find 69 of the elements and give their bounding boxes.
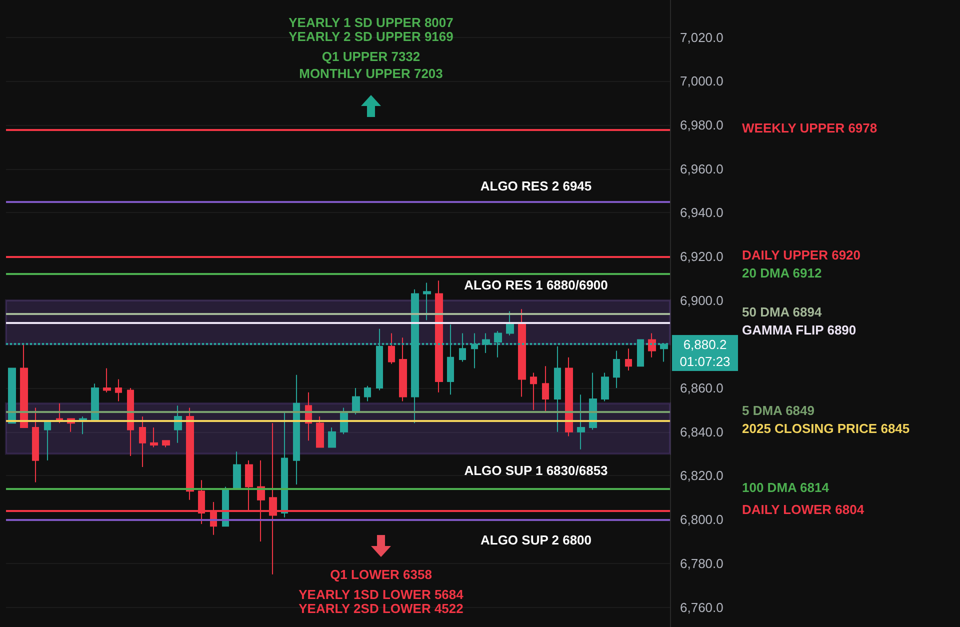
ref-line-label: DAILY LOWER 6804 bbox=[742, 502, 865, 517]
candlestick bbox=[91, 383, 99, 422]
ref-line-label: ALGO SUP 2 6800 bbox=[480, 532, 592, 548]
candlestick bbox=[139, 416, 146, 468]
y-tick-label: 6,800.0 bbox=[680, 512, 724, 528]
candlestick bbox=[565, 356, 573, 437]
y-tick-label: 6,860.0 bbox=[680, 380, 724, 396]
candlestick bbox=[613, 350, 620, 389]
annotation: Q1 UPPER 7332 bbox=[322, 49, 420, 64]
candlestick bbox=[162, 440, 170, 448]
candlestick bbox=[103, 368, 111, 393]
candlestick bbox=[293, 374, 300, 485]
ref-line-label: 100 DMA 6814 bbox=[742, 480, 830, 495]
y-tick-label: 6,960.0 bbox=[680, 161, 724, 176]
candlestick bbox=[530, 372, 537, 410]
candlestick bbox=[423, 282, 431, 321]
y-tick-label: 6,840.0 bbox=[680, 424, 724, 440]
y-tick-label: 6,780.0 bbox=[680, 556, 724, 571]
y-tick-label: 6,900.0 bbox=[680, 292, 724, 308]
candlestick bbox=[364, 385, 371, 402]
candlestick bbox=[150, 427, 158, 448]
candlestick bbox=[127, 388, 134, 456]
annotation: MONTHLY UPPER 7203 bbox=[299, 66, 443, 81]
y-tick-label: 6,760.0 bbox=[680, 600, 724, 615]
ref-line-label: 20 DMA 6912 bbox=[742, 266, 822, 280]
annotation: YEARLY 1 SD UPPER 8007 bbox=[288, 15, 454, 30]
annotation: Q1 LOWER 6358 bbox=[330, 567, 432, 582]
candlestick bbox=[186, 407, 194, 500]
candlestick bbox=[625, 348, 632, 371]
ref-line-label: DAILY UPPER 6920 bbox=[742, 248, 861, 262]
candlestick bbox=[388, 332, 395, 364]
candlestick bbox=[32, 407, 39, 483]
candlestick bbox=[328, 427, 336, 448]
y-tick-label: 6,940.0 bbox=[680, 205, 724, 220]
candlestick bbox=[316, 416, 324, 448]
ref-line-label: GAMMA FLIP 6890 bbox=[742, 322, 856, 338]
candlestick bbox=[20, 344, 28, 428]
candlestick bbox=[506, 310, 514, 336]
band-label: ALGO RES 1 6880/6900 bbox=[464, 277, 608, 292]
y-tick-label: 7,000.0 bbox=[680, 74, 724, 89]
candlestick bbox=[281, 412, 288, 518]
candlestick bbox=[577, 394, 585, 450]
ref-line-label: 50 DMA 6894 bbox=[742, 304, 822, 320]
candlestick bbox=[542, 366, 549, 413]
annotation: YEARLY 1SD LOWER 5684 bbox=[298, 587, 464, 602]
ref-line-label: 2025 CLOSING PRICE 6845 bbox=[742, 421, 910, 436]
ref-line-label: 6,880.2 bbox=[683, 336, 727, 352]
candlestick bbox=[518, 308, 526, 398]
candlestick bbox=[601, 372, 609, 402]
text: 01:07:23 bbox=[680, 354, 730, 369]
y-tick-label: 6,820.0 bbox=[680, 468, 724, 484]
y-tick-label: 6,980.0 bbox=[680, 117, 724, 132]
candlestick bbox=[115, 378, 122, 402]
candlestick bbox=[435, 280, 443, 393]
band-label: ALGO SUP 1 6830/6853 bbox=[464, 462, 608, 478]
candlestick bbox=[648, 332, 656, 358]
candlestick bbox=[554, 346, 561, 432]
annotation: YEARLY 2 SD UPPER 9169 bbox=[288, 29, 454, 44]
candlestick bbox=[44, 420, 51, 461]
ref-line-label: 5 DMA 6849 bbox=[742, 403, 814, 418]
ref-line-label: WEEKLY UPPER 6978 bbox=[742, 120, 878, 136]
y-tick-label: 6,920.0 bbox=[680, 249, 724, 264]
candlestick bbox=[233, 451, 241, 490]
candlestick bbox=[352, 388, 360, 415]
candlestick bbox=[399, 337, 407, 402]
annotation: YEARLY 2SD LOWER 4522 bbox=[298, 601, 464, 616]
ref-line-label: ALGO RES 2 6945 bbox=[480, 178, 592, 194]
candlestick bbox=[8, 368, 16, 424]
y-tick-label: 7,020.0 bbox=[680, 30, 724, 45]
